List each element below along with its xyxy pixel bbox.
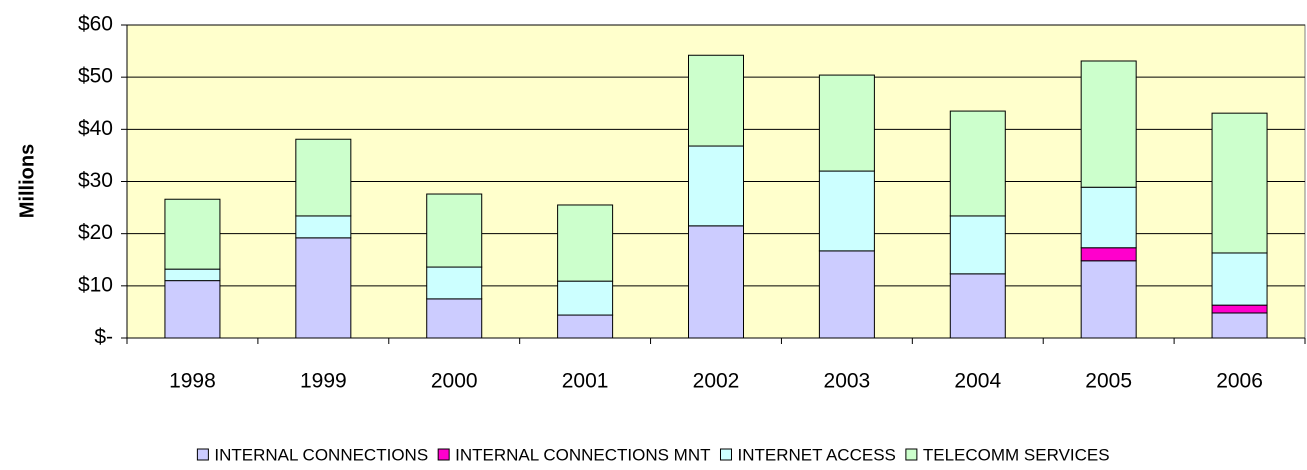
bar-segment xyxy=(295,138,352,217)
legend-label: INTERNAL CONNECTIONS xyxy=(214,445,428,464)
y-tick-label: $60 xyxy=(78,13,113,36)
bar-segment xyxy=(164,198,221,270)
bar-segment xyxy=(1080,260,1137,339)
legend-swatch xyxy=(905,448,918,461)
y-tick-label: $- xyxy=(94,326,113,349)
bar-segment xyxy=(1211,304,1268,314)
bar-segment xyxy=(688,54,744,147)
x-tick-label: 2003 xyxy=(824,370,871,393)
legend-swatch xyxy=(719,448,732,461)
x-tick-label: 1998 xyxy=(169,370,216,393)
bar-segment xyxy=(949,110,1006,217)
x-tick-label: 2004 xyxy=(954,370,1001,393)
bar-segment xyxy=(164,268,221,282)
x-tick-label: 2006 xyxy=(1216,370,1263,393)
bar-segment xyxy=(1211,252,1268,306)
y-tick-label: $20 xyxy=(78,221,113,244)
legend-swatch xyxy=(196,448,209,461)
bar-segment xyxy=(949,215,1006,275)
bar-segment xyxy=(426,298,483,339)
legend-label: INTERNAL CONNECTIONS MNT xyxy=(455,445,710,464)
bar-segment xyxy=(557,314,614,339)
bar-segment xyxy=(949,273,1006,339)
bar-segment xyxy=(688,225,744,339)
bar-segment xyxy=(818,250,875,339)
x-tick-label: 2002 xyxy=(693,370,740,393)
x-tick-label: 2000 xyxy=(431,370,478,393)
y-tick-label: $30 xyxy=(78,169,113,192)
x-tick-label: 1999 xyxy=(300,370,347,393)
x-tick-label: 2001 xyxy=(562,370,609,393)
bar-segment xyxy=(295,215,352,239)
legend-label: TELECOMM SERVICES xyxy=(923,445,1110,464)
bar-segment xyxy=(426,266,483,300)
bar-segment xyxy=(426,193,483,268)
bar-segment xyxy=(1080,60,1137,188)
legend-swatch xyxy=(437,448,450,461)
bar-segment xyxy=(295,237,352,339)
bar-segment xyxy=(164,280,221,339)
bar-segment xyxy=(818,170,875,252)
y-tick-label: $50 xyxy=(78,65,113,88)
y-tick-label: $40 xyxy=(78,117,113,140)
y-axis-label: Millions xyxy=(16,144,38,218)
bar-segment xyxy=(1080,186,1137,249)
bar-segment xyxy=(1080,247,1137,262)
legend-label: INTERNET ACCESS xyxy=(737,445,895,464)
bar-segment xyxy=(818,74,875,172)
y-tick-label: $10 xyxy=(78,273,113,296)
bar-segment xyxy=(1211,112,1268,254)
bar-segment xyxy=(688,145,744,227)
bar-segment xyxy=(557,204,614,282)
bar-segment xyxy=(1211,312,1268,339)
x-tick-label: 2005 xyxy=(1085,370,1132,393)
bar-segment xyxy=(557,280,614,316)
